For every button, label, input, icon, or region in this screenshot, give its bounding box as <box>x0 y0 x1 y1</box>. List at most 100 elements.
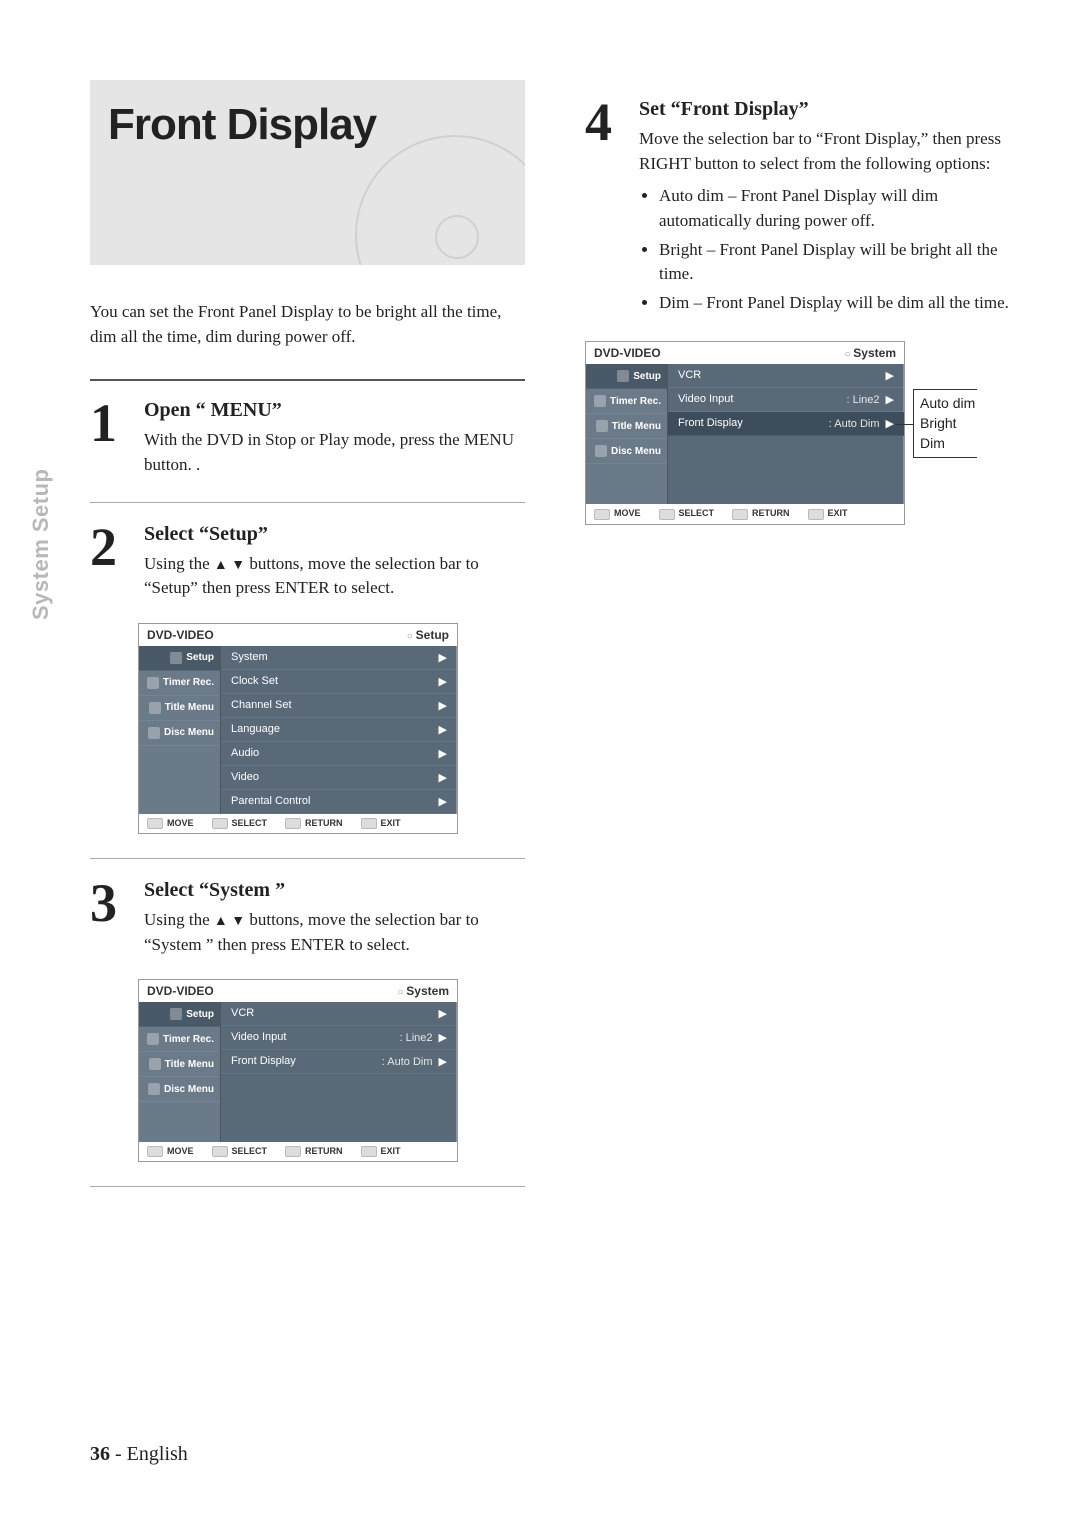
intro-text: You can set the Front Panel Display to b… <box>90 300 525 349</box>
step-title: Select “System ” <box>144 879 525 902</box>
osd-foot-return: RETURN <box>285 1146 343 1157</box>
osd-side-item: Timer Rec. <box>586 389 667 414</box>
osd-row-selected: Front Display: Auto Dim▶ <box>668 412 904 436</box>
osd-row: Language▶ <box>221 718 457 742</box>
divider <box>90 502 525 503</box>
osd-row: Front Display: Auto Dim▶ <box>221 1050 457 1074</box>
step-text: With the DVD in Stop or Play mode, press… <box>144 428 525 477</box>
osd-row: VCR▶ <box>668 364 904 388</box>
osd-row: Clock Set▶ <box>221 670 457 694</box>
disc-icon <box>148 1083 160 1095</box>
step-title: Open “ MENU” <box>144 399 525 422</box>
osd-row: Audio▶ <box>221 742 457 766</box>
step-number: 4 <box>585 98 621 147</box>
step-pretext: Using the <box>144 554 210 573</box>
step-pretext: Using the <box>144 910 210 929</box>
timer-icon <box>147 677 159 689</box>
step-number: 3 <box>90 879 126 928</box>
bullet: Dim – Front Panel Display will be dim al… <box>659 291 1020 316</box>
step-1: 1 Open “ MENU” With the DVD in Stop or P… <box>90 399 525 477</box>
osd-side-item: Timer Rec. <box>139 1027 220 1052</box>
disc-icon <box>148 727 160 739</box>
title-icon <box>149 1058 161 1070</box>
step-text: Using the ▲ ▼ buttons, move the selectio… <box>144 552 525 601</box>
callout-line: Bright <box>920 414 975 434</box>
updown-icon: ▲ ▼ <box>214 914 245 929</box>
osd-row: Channel Set▶ <box>221 694 457 718</box>
footer-sep: - <box>110 1443 127 1465</box>
divider <box>90 858 525 859</box>
osd-row: VCR▶ <box>221 1002 457 1026</box>
divider <box>90 1186 525 1187</box>
osd-system-screenshot: DVD-VIDEO System Setup Timer Rec. Title … <box>138 979 458 1162</box>
step-title: Select “Setup” <box>144 523 525 546</box>
osd-top-left: DVD-VIDEO <box>594 346 661 360</box>
osd-foot-move: MOVE <box>147 818 194 829</box>
osd-side-item: Setup <box>139 1002 220 1027</box>
callout-options: Auto dim Bright Dim <box>913 389 977 458</box>
osd-setup-screenshot: DVD-VIDEO Setup Setup Timer Rec. Title M… <box>138 623 458 834</box>
osd-top-left: DVD-VIDEO <box>147 628 214 642</box>
osd-foot-exit: EXIT <box>808 508 848 519</box>
timer-icon <box>147 1033 159 1045</box>
osd-side-item: Disc Menu <box>586 439 667 464</box>
title-icon <box>149 702 161 714</box>
osd-side-item: Title Menu <box>139 1052 220 1077</box>
osd-side-item: Disc Menu <box>139 721 220 746</box>
step-text: Move the selection bar to “Front Display… <box>639 127 1020 315</box>
step-title: Set “Front Display” <box>639 98 1020 121</box>
osd-top-right: System <box>844 346 896 360</box>
osd-side-item: Title Menu <box>139 696 220 721</box>
osd-foot-return: RETURN <box>285 818 343 829</box>
step-intro: Move the selection bar to “Front Display… <box>639 129 1001 173</box>
page-number: 36 <box>90 1443 110 1465</box>
osd-front-display-screenshot: DVD-VIDEO System Setup Timer Rec. Title … <box>585 341 905 524</box>
footer-lang: English <box>127 1443 188 1465</box>
osd-row: System▶ <box>221 646 457 670</box>
bullet: Auto dim – Front Panel Display will dim … <box>659 184 1020 233</box>
step-4: 4 Set “Front Display” Move the selection… <box>585 98 1020 319</box>
bullet: Bright – Front Panel Display will be bri… <box>659 238 1020 287</box>
divider <box>90 379 525 381</box>
osd-foot-return: RETURN <box>732 508 790 519</box>
osd-top-right: System <box>397 984 449 998</box>
disc-icon <box>595 445 607 457</box>
step-number: 1 <box>90 399 126 448</box>
osd-foot-move: MOVE <box>147 1146 194 1157</box>
right-column: 4 Set “Front Display” Move the selection… <box>585 80 1020 1207</box>
osd-side-item: Setup <box>586 364 667 389</box>
updown-icon: ▲ ▼ <box>214 558 245 573</box>
gear-icon <box>617 370 629 382</box>
osd-foot-select: SELECT <box>659 508 715 519</box>
osd-row: Video▶ <box>221 766 457 790</box>
osd-top-left: DVD-VIDEO <box>147 984 214 998</box>
left-column: Front Display You can set the Front Pane… <box>90 80 525 1207</box>
step-text: Using the ▲ ▼ buttons, move the selectio… <box>144 908 525 957</box>
step-number: 2 <box>90 523 126 572</box>
osd-top-right: Setup <box>407 628 449 642</box>
osd-foot-exit: EXIT <box>361 1146 401 1157</box>
osd-foot-select: SELECT <box>212 818 268 829</box>
timer-icon <box>594 395 606 407</box>
osd-side-item: Disc Menu <box>139 1077 220 1102</box>
gear-icon <box>170 1008 182 1020</box>
osd-foot-move: MOVE <box>594 508 641 519</box>
osd-row: Parental Control▶ <box>221 790 457 814</box>
side-tab: System Setup <box>28 469 54 621</box>
title-icon <box>596 420 608 432</box>
osd-row: Video Input: Line2▶ <box>221 1026 457 1050</box>
osd-row: Video Input: Line2▶ <box>668 388 904 412</box>
osd-side-item: Title Menu <box>586 414 667 439</box>
gear-icon <box>170 652 182 664</box>
callout-line: Auto dim <box>920 394 975 414</box>
callout-line: Dim <box>920 434 975 454</box>
osd-foot-exit: EXIT <box>361 818 401 829</box>
step-2: 2 Select “Setup” Using the ▲ ▼ buttons, … <box>90 523 525 601</box>
page-footer: 36 - English <box>90 1443 188 1466</box>
title-card: Front Display <box>90 80 525 265</box>
osd-side-item: Timer Rec. <box>139 671 220 696</box>
osd-side-item: Setup <box>139 646 220 671</box>
osd-foot-select: SELECT <box>212 1146 268 1157</box>
disc-graphic <box>355 135 525 265</box>
step-3: 3 Select “System ” Using the ▲ ▼ buttons… <box>90 879 525 957</box>
